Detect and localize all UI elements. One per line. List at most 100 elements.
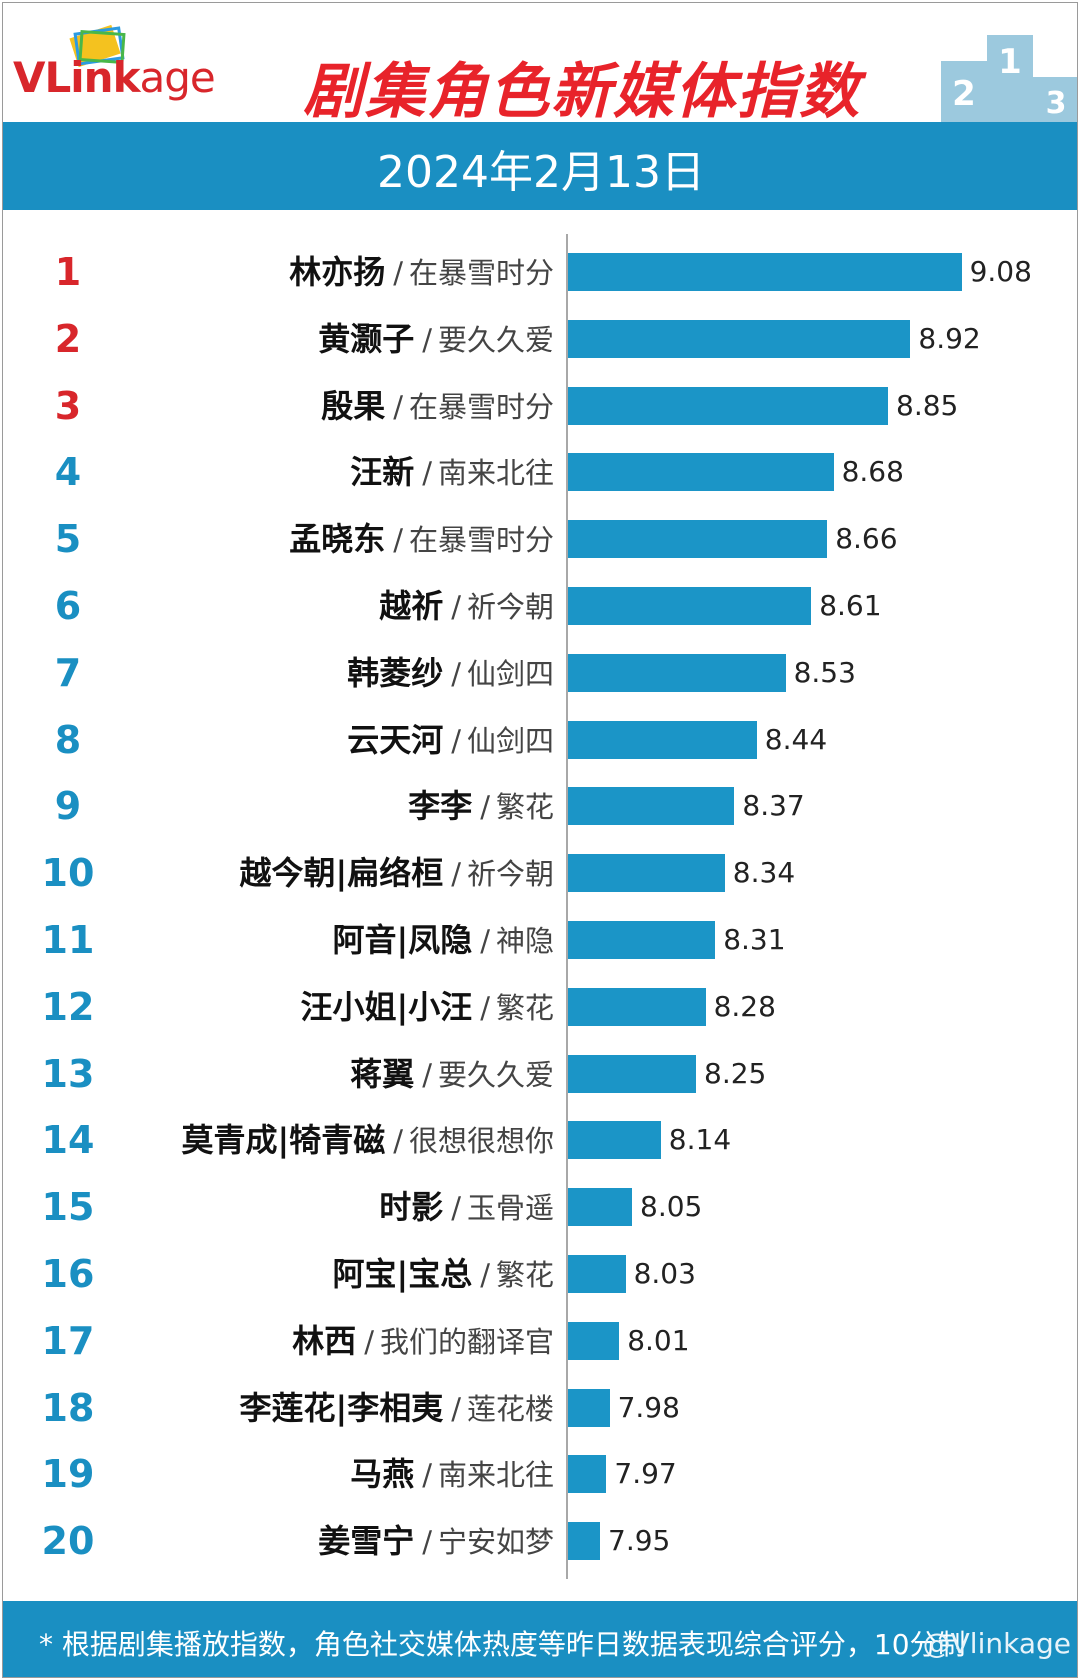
score-value: 8.28 [713, 989, 776, 1023]
label-separator: / [451, 1191, 461, 1226]
score-bar [568, 1388, 610, 1427]
score-value: 8.53 [793, 655, 856, 689]
label-separator: / [422, 1458, 432, 1493]
show-name: 要久久爱 [437, 322, 554, 357]
show-name: 祈今朝 [466, 857, 554, 892]
rank-number: 20 [41, 1519, 95, 1564]
rank-number: 12 [41, 984, 95, 1029]
label-separator: / [451, 1391, 461, 1426]
label-separator: / [364, 1324, 374, 1359]
row-label: 越祈 / 祈今朝 [379, 581, 554, 637]
show-name: 祈今朝 [466, 590, 554, 624]
rank-number: 9 [54, 784, 82, 829]
role-name: 韩菱纱 [347, 653, 444, 692]
show-name: 仙剑四 [466, 656, 554, 691]
show-name: 宁安如梦 [437, 1525, 554, 1560]
label-separator: / [422, 1525, 432, 1560]
score-value: 8.31 [723, 923, 786, 956]
show-name: 在暴雪时分 [408, 523, 554, 558]
show-name: 玉骨遥 [466, 1191, 554, 1226]
rank-number: 19 [41, 1452, 95, 1497]
score-bar [568, 1054, 696, 1093]
role-name: 殷果 [321, 386, 386, 425]
logo-wordmark: VLinkage [13, 53, 216, 102]
role-name: 越祈 [379, 587, 444, 625]
label-separator: / [451, 656, 461, 691]
score-value: 8.68 [841, 455, 904, 489]
show-name: 要久久爱 [437, 1057, 554, 1092]
show-name: 很想很想你 [408, 1124, 554, 1159]
role-name: 姜雪宁 [318, 1522, 415, 1561]
score-value: 8.34 [732, 856, 796, 890]
role-name: 汪小姐|小汪 [300, 987, 473, 1026]
rank-number: 18 [41, 1385, 95, 1430]
logo-main-text: VLink [13, 53, 140, 102]
label-separator: / [393, 256, 403, 290]
label-separator: / [480, 790, 490, 825]
row-label: 时影 / 玉骨遥 [379, 1182, 554, 1238]
date-text: 2024年2月13日 [377, 147, 705, 198]
row-label: 李李 / 繁花 [408, 781, 554, 837]
show-name: 我们的翻译官 [379, 1324, 554, 1359]
logo-rest-text: age [139, 53, 216, 102]
role-name: 阿宝|宝总 [332, 1255, 473, 1293]
row-label: 汪小姐|小汪 / 繁花 [301, 982, 555, 1038]
role-name: 李莲花|李相夷 [239, 1388, 444, 1427]
row-label: 黄灏子 / 要久久爱 [318, 314, 554, 370]
role-name: 阿音|凤隐 [332, 921, 473, 959]
score-bar [568, 787, 735, 826]
label-separator: / [393, 389, 403, 424]
score-value: 8.92 [918, 321, 981, 355]
row-label: 姜雪宁 / 宁安如梦 [318, 1516, 554, 1572]
score-bar [568, 1522, 600, 1561]
weibo-watermark: @Vlinkage [922, 1627, 1071, 1660]
rank-number: 5 [54, 517, 82, 562]
label-separator: / [480, 1258, 490, 1292]
rank-number: 11 [41, 918, 95, 962]
role-name: 李李 [408, 787, 473, 826]
axis-line [566, 234, 568, 1579]
show-name: 繁花 [495, 1258, 554, 1292]
score-value: 9.08 [969, 255, 1032, 288]
rank-number: 10 [41, 851, 95, 896]
role-name: 林西 [292, 1321, 357, 1360]
score-value: 8.44 [764, 722, 828, 756]
score-value: 8.85 [896, 388, 959, 422]
rank-number: 8 [54, 717, 82, 762]
show-name: 莲花楼 [466, 1391, 554, 1426]
label-separator: / [422, 322, 432, 357]
score-bar [568, 653, 786, 692]
podium-number: 3 [1046, 86, 1067, 121]
role-name: 云天河 [347, 720, 444, 759]
rank-number: 6 [54, 584, 82, 628]
score-value: 8.05 [640, 1190, 703, 1224]
row-label: 李莲花|李相夷 / 莲花楼 [240, 1383, 555, 1439]
ranking-chart: 1 林亦扬 / 在暴雪时分 9.08 2 黄灏子 / 要久久爱 8.92 3 殷果 / 在暴雪时分 8.85… [3, 3, 1077, 1677]
score-bar [568, 587, 812, 625]
score-bar [568, 319, 911, 358]
label-separator: / [451, 590, 461, 624]
role-name: 马燕 [350, 1455, 415, 1494]
score-value: 8.14 [668, 1123, 732, 1157]
label-separator: / [451, 857, 461, 892]
row-label: 汪新 / 南来北往 [350, 447, 554, 503]
show-name: 繁花 [495, 790, 554, 825]
role-name: 汪新 [350, 453, 415, 492]
rank-number: 1 [54, 250, 82, 294]
score-bar [568, 720, 757, 759]
rank-number: 2 [54, 316, 82, 361]
score-value: 7.97 [614, 1457, 677, 1491]
role-name: 莫青成|犄青磁 [181, 1121, 386, 1160]
score-bar [568, 520, 828, 559]
score-bar [568, 1455, 607, 1494]
score-bar [568, 921, 716, 959]
score-bar [568, 1255, 626, 1293]
row-label: 马燕 / 南来北往 [350, 1449, 554, 1505]
show-name: 繁花 [495, 990, 554, 1025]
role-name: 孟晓东 [289, 520, 386, 559]
date-banner: 2024年2月13日 [3, 122, 1077, 210]
row-label: 韩菱纱 / 仙剑四 [347, 648, 554, 704]
score-bar [568, 453, 834, 492]
label-separator: / [480, 924, 490, 958]
